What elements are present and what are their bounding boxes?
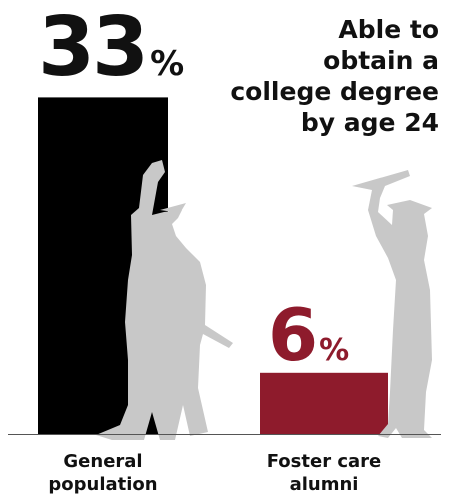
title-line: obtain a bbox=[323, 46, 439, 75]
value-number: 6 bbox=[268, 293, 315, 377]
silhouette bbox=[96, 160, 432, 440]
value-unit: % bbox=[150, 44, 184, 84]
title-line: by age 24 bbox=[300, 108, 439, 137]
bar bbox=[260, 372, 388, 434]
chart-title: Able to obtain a college degree by age 24 bbox=[230, 14, 439, 138]
value-label: 33% bbox=[38, 0, 184, 95]
title-line: Able to bbox=[338, 15, 439, 44]
title-line: college degree bbox=[230, 77, 439, 106]
value-label: 6% bbox=[268, 293, 349, 377]
category-label: Foster care alumni bbox=[266, 451, 382, 495]
category-label: General population bbox=[48, 451, 158, 495]
value-unit: % bbox=[319, 333, 349, 368]
value-number: 33 bbox=[38, 0, 146, 95]
